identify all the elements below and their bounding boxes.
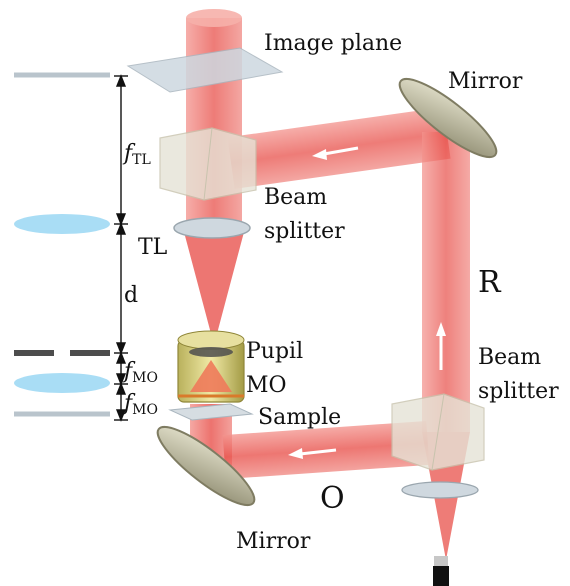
microscope-objective bbox=[177, 330, 245, 403]
direction-arrows bbox=[288, 146, 446, 459]
top-splitter-edge bbox=[203, 127, 213, 201]
label-tl: TL bbox=[138, 235, 168, 260]
label-pupil: Pupil bbox=[246, 339, 303, 364]
top-mirror bbox=[398, 77, 498, 159]
label-f-mo-1: fMO bbox=[122, 359, 158, 386]
beam-reference-vertical bbox=[422, 132, 470, 432]
label-mo: MO bbox=[246, 373, 287, 398]
tube-lens-marker bbox=[14, 214, 110, 234]
beam-top-horizontal bbox=[227, 107, 451, 189]
f-mo-1-subscript: MO bbox=[132, 370, 158, 386]
tube-lens bbox=[173, 217, 251, 239]
label-f-mo-2: fMO bbox=[122, 391, 158, 418]
collector-lens bbox=[401, 481, 479, 499]
fiber-source bbox=[433, 566, 449, 586]
image-plane bbox=[126, 47, 284, 93]
beam-top-cap bbox=[186, 9, 242, 27]
label-sample: Sample bbox=[258, 405, 341, 430]
dimension-line bbox=[114, 74, 128, 422]
objective-lens-marker bbox=[14, 373, 110, 393]
label-beam-splitter-top-2: splitter bbox=[264, 219, 345, 244]
label-beam-splitter-bottom-1: Beam bbox=[478, 345, 541, 370]
fiber-holder bbox=[434, 556, 448, 568]
label-f-tl: fTL bbox=[122, 141, 151, 168]
label-mirror-top: Mirror bbox=[448, 69, 523, 94]
label-mirror-bottom: Mirror bbox=[236, 529, 311, 554]
label-d: d bbox=[124, 283, 138, 308]
label-beam-splitter-bottom-2: splitter bbox=[478, 379, 559, 404]
bottom-mirror bbox=[156, 425, 256, 507]
bottom-splitter-edge bbox=[431, 393, 445, 471]
label-o: O bbox=[320, 481, 345, 516]
sample-slide bbox=[168, 403, 254, 421]
f-mo-2-subscript: MO bbox=[132, 402, 158, 418]
label-r: R bbox=[478, 265, 502, 300]
label-image-plane: Image plane bbox=[264, 31, 402, 56]
beam-tube-lens-cone bbox=[184, 232, 244, 345]
label-beam-splitter-top-1: Beam bbox=[264, 185, 327, 210]
f-tl-subscript: TL bbox=[132, 152, 151, 168]
